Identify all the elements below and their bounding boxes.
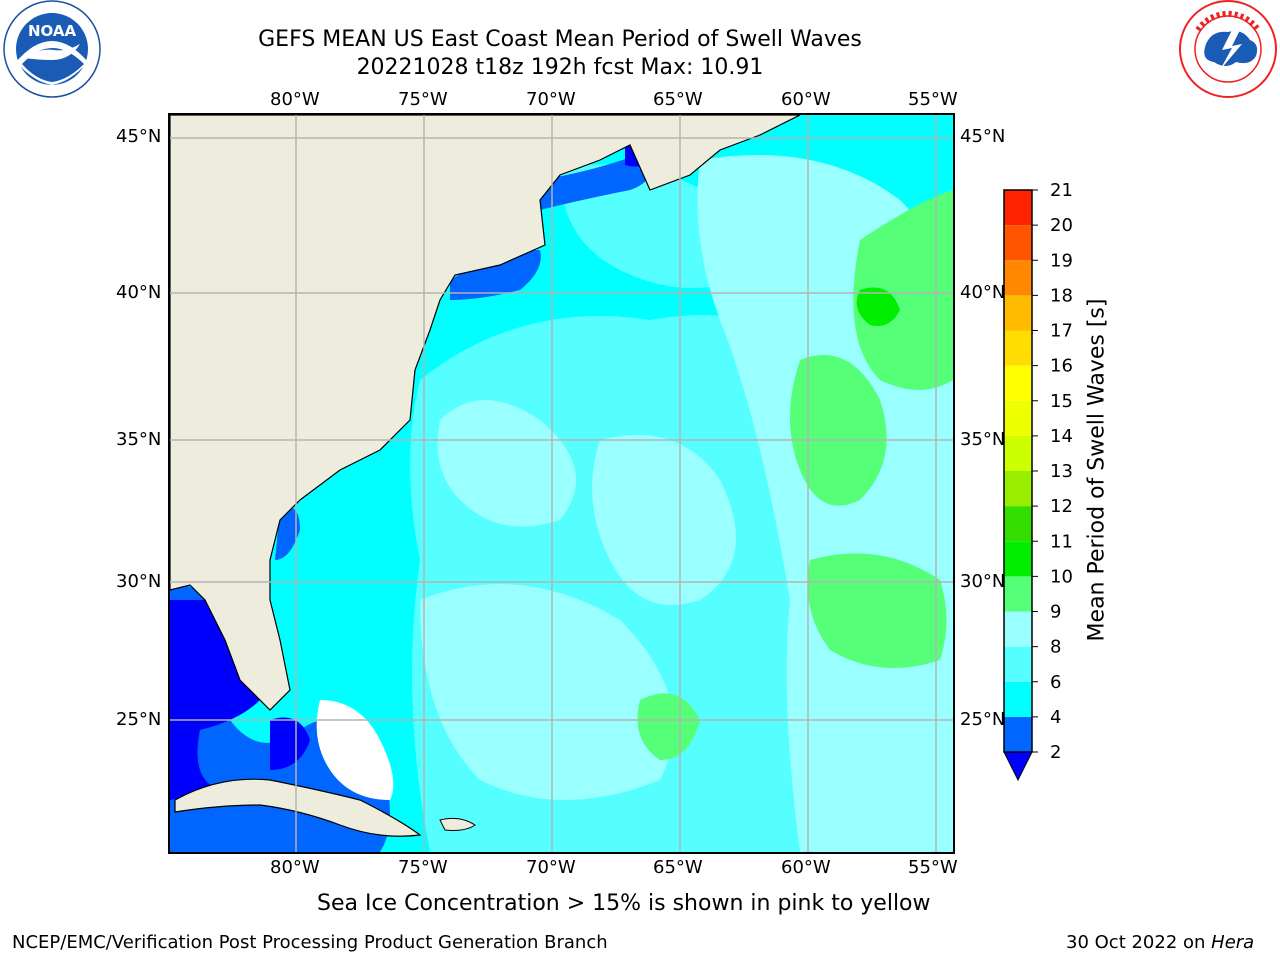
lon-label-top-65w: 65°W: [653, 89, 703, 110]
lon-label-top-70w: 70°W: [526, 89, 576, 110]
colorbar-tick-label-9: 9: [1050, 602, 1061, 623]
field-8-9s-patch-a: [437, 400, 576, 527]
colorbar-tick-label-6: 6: [1050, 672, 1061, 693]
colorbar-label: Mean Period of Swell Waves [s]: [1084, 298, 1110, 642]
lon-label-bottom-55w: 55°W: [908, 857, 958, 878]
land-cuba: [174, 778, 422, 837]
footer-right: 30 Oct 2022 on Hera: [1066, 932, 1254, 953]
field-below-2s-keys: [270, 717, 310, 770]
colorbar-bin-14: [1004, 400, 1032, 436]
footer-host: Hera: [1211, 932, 1255, 953]
chart-title-line2: 20221028 t18z 192h fcst Max: 10.91: [356, 55, 764, 80]
lon-label-bottom-60w: 60°W: [781, 857, 831, 878]
lon-label-bottom-65w: 65°W: [653, 857, 703, 878]
field-below-2s-gulf: [170, 600, 260, 800]
nws-logo: [1176, 0, 1280, 100]
colorbar: 2 4 6 8 9 10 11 12 13 14 15 16 17 18 19 20 21: [1003, 180, 1073, 782]
colorbar-bin-6: [1004, 646, 1032, 682]
lat-label-right-30n: 30°N: [960, 571, 1006, 592]
field-9-10s-east-mid: [790, 355, 887, 506]
colorbar-tick-label-4: 4: [1050, 707, 1061, 728]
map-frame: [168, 113, 955, 854]
colorbar-tick-label-11: 11: [1050, 531, 1073, 552]
lon-label-top-60w: 60°W: [781, 89, 831, 110]
chart-title-line1: GEFS MEAN US East Coast Mean Period of S…: [258, 27, 862, 52]
field-8-9s-patch-b: [592, 435, 736, 605]
field-2-4s-georgia: [275, 507, 300, 560]
lat-label-right-25n: 25°N: [960, 709, 1006, 730]
colorbar-under-arrow: [1003, 751, 1033, 782]
colorbar-bin-12: [1004, 471, 1032, 507]
colorbar-bin-4: [1004, 681, 1032, 717]
land-hispaniola: [439, 817, 476, 831]
colorbar-bin-10: [1004, 541, 1032, 577]
colorbar-bin-15: [1004, 365, 1032, 401]
lat-label-left-35n: 35°N: [116, 429, 162, 450]
field-2-4s-gulf-of-maine: [540, 150, 653, 210]
lat-label-right-45n: 45°N: [960, 126, 1006, 147]
colorbar-bin-16: [1004, 330, 1032, 366]
colorbar-bin-8: [1004, 611, 1032, 647]
colorbar-tick-label-16: 16: [1050, 356, 1073, 377]
colorbar-tick-label-15: 15: [1050, 391, 1073, 412]
lat-label-right-40n: 40°N: [960, 282, 1006, 303]
colorbar-bin-19: [1004, 225, 1032, 261]
colorbar-bin-20: [1004, 190, 1032, 226]
map-plot-area: [170, 115, 953, 852]
colorbar-tick-label-19: 19: [1050, 250, 1073, 271]
colorbar-tick-label-13: 13: [1050, 461, 1073, 482]
lat-label-right-35n: 35°N: [960, 429, 1006, 450]
footer-date: 30 Oct 2022 on: [1066, 932, 1212, 953]
colorbar-tick-label-21: 21: [1050, 180, 1073, 201]
colorbar-bin-11: [1004, 506, 1032, 542]
field-9-10s-patch: [637, 693, 700, 760]
colorbar-tick-label-14: 14: [1050, 426, 1073, 447]
field-8-9s-south: [420, 584, 674, 800]
colorbar-bin-9: [1004, 576, 1032, 612]
lon-label-bottom-70w: 70°W: [526, 857, 576, 878]
noaa-logo: NOAA: [0, 0, 104, 100]
colorbar-tick-label-12: 12: [1050, 496, 1073, 517]
lon-label-top-80w: 80°W: [270, 89, 320, 110]
colorbar-tick-label-8: 8: [1050, 637, 1061, 658]
colorbar-bin-2: [1004, 716, 1032, 752]
colorbar-tick-label-20: 20: [1050, 215, 1073, 236]
footer-left: NCEP/EMC/Verification Post Processing Pr…: [12, 932, 608, 953]
lat-label-left-45n: 45°N: [116, 126, 162, 147]
land-north-america: [170, 115, 801, 711]
lon-label-top-75w: 75°W: [398, 89, 448, 110]
colorbar-bin-17: [1004, 295, 1032, 331]
lat-label-left-25n: 25°N: [116, 709, 162, 730]
field-no-data-bahamas: [316, 700, 394, 800]
field-2-4s-cape-cod: [450, 250, 541, 300]
colorbar-tick-label-17: 17: [1050, 321, 1073, 342]
colorbar-tick-label-2: 2: [1050, 742, 1061, 763]
colorbar-bin-18: [1004, 260, 1032, 296]
lon-label-bottom-80w: 80°W: [270, 857, 320, 878]
field-10-11s-max: [856, 287, 900, 326]
lat-label-left-40n: 40°N: [116, 282, 162, 303]
lat-label-left-30n: 30°N: [116, 571, 162, 592]
field-9-10s-northeast: [853, 190, 953, 390]
colorbar-tick-label-18: 18: [1050, 285, 1073, 306]
colorbar-tick-label-10: 10: [1050, 566, 1073, 587]
sea-ice-caption: Sea Ice Concentration > 15% is shown in …: [317, 891, 931, 916]
lon-label-top-55w: 55°W: [908, 89, 958, 110]
lon-label-bottom-75w: 75°W: [398, 857, 448, 878]
colorbar-bin-13: [1004, 435, 1032, 471]
noaa-logo-text: NOAA: [28, 22, 77, 40]
